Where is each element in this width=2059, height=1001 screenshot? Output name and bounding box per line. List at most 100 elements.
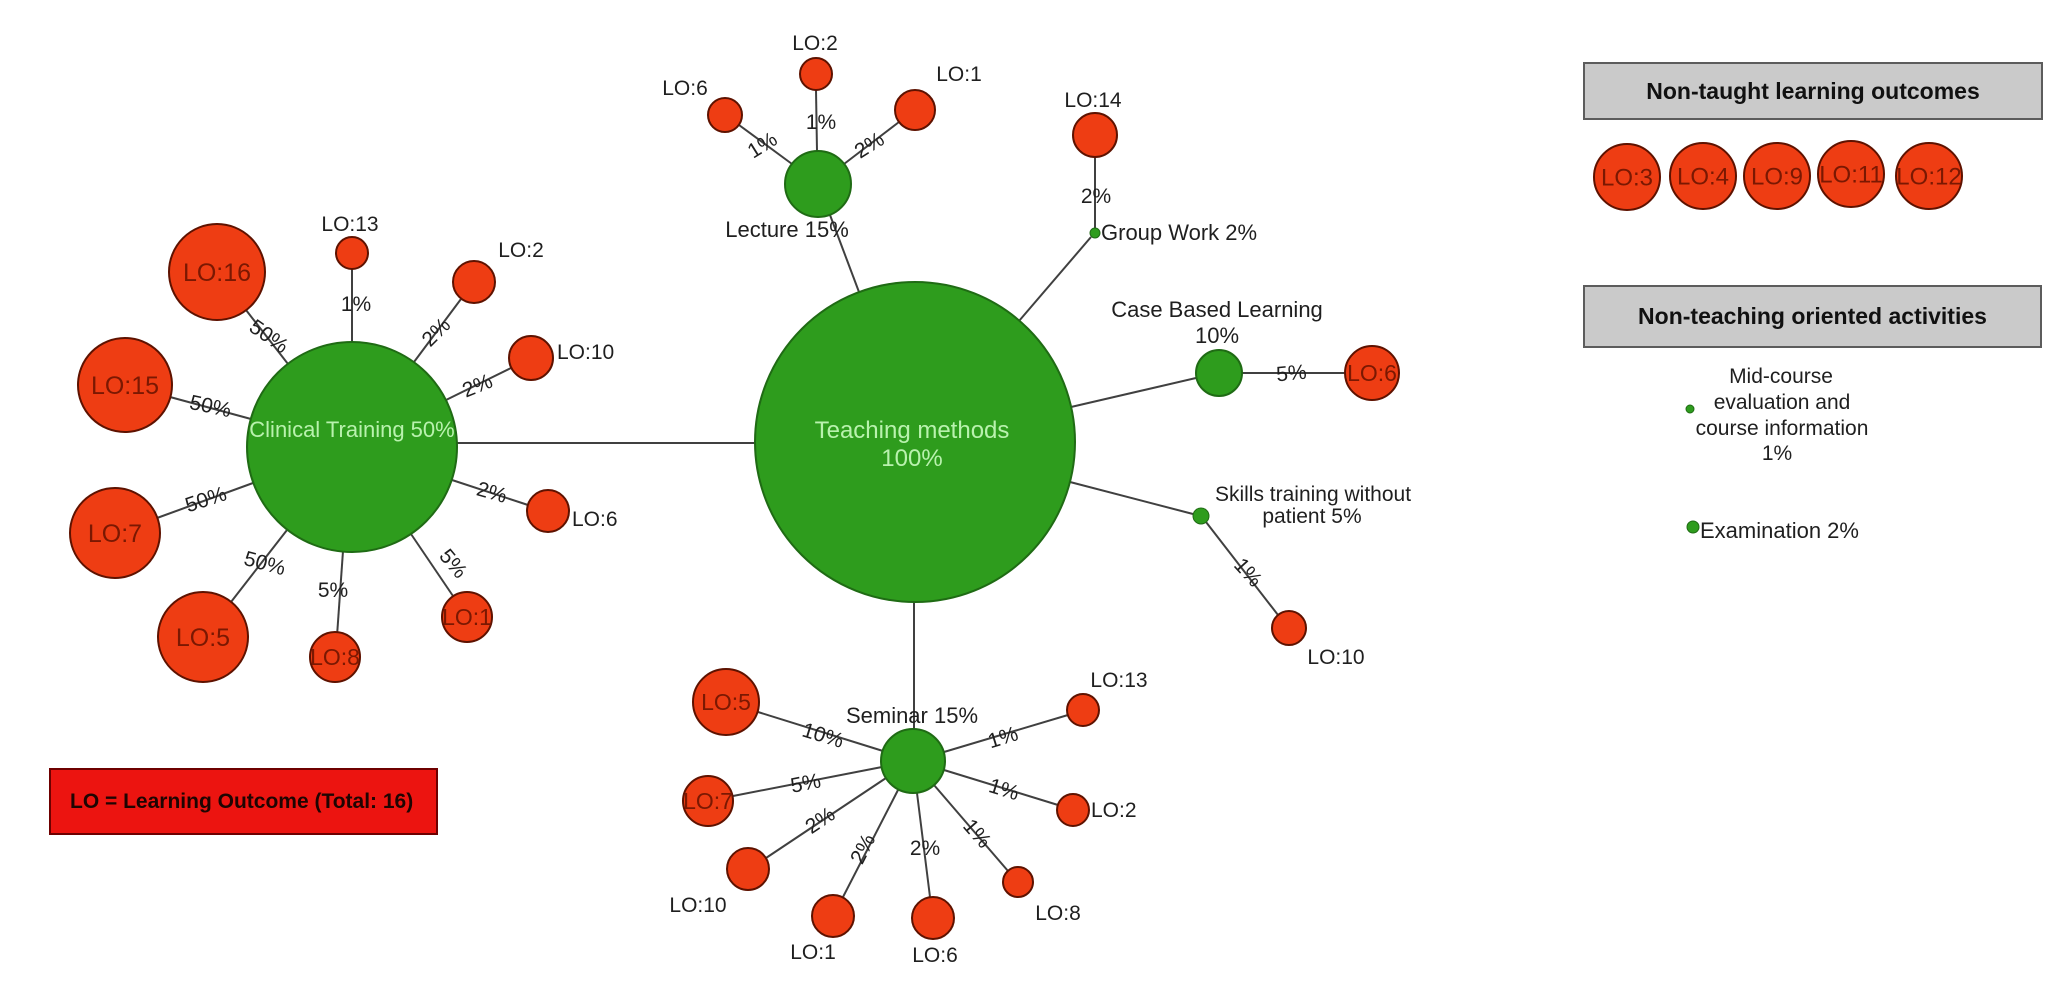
- label-clinical-lo1: LO:1: [442, 604, 492, 630]
- seminar-label: Seminar 15%: [846, 703, 978, 728]
- node-clinical-lo15: [77, 337, 173, 433]
- label-nontaught-lo9: LO:9: [1751, 163, 1803, 190]
- edge-clinical-lo8-label: 5%: [318, 579, 348, 602]
- labels-layer: 50%1%2%2%2%5%5%50%50%50%1%1%2%2%5%1%10%5…: [88, 32, 1962, 967]
- edge-clinical-lo7: [156, 482, 254, 519]
- teaching-cbl: [1070, 377, 1197, 408]
- edge-seminar-lo13-label: 1%: [985, 722, 1021, 753]
- hub-case-based-learning: [1195, 349, 1243, 397]
- edges-layer: [156, 89, 1345, 898]
- examination-label: Examination 2%: [1700, 518, 1859, 543]
- node-nontaught-lo9: [1743, 142, 1811, 210]
- label-groupwork-lo14: LO:14: [1064, 89, 1122, 112]
- edge-seminar-lo13: [943, 714, 1069, 753]
- label-clinical-lo10: LO:10: [557, 341, 614, 364]
- edge-lecture-lo6: [738, 124, 793, 165]
- label-skills-lo10: LO:10: [1307, 646, 1364, 669]
- edge-seminar-lo10: [765, 777, 887, 859]
- skills-label-line2: patient 5%: [1262, 505, 1361, 528]
- hub-lecture: [784, 150, 852, 218]
- label-lecture-lo1: LO:1: [936, 63, 982, 86]
- node-seminar-lo6: [911, 896, 955, 940]
- edge-seminar-lo10-label: 2%: [801, 803, 839, 839]
- node-seminar-lo7: [682, 775, 734, 827]
- label-seminar-lo10: LO:10: [669, 894, 726, 917]
- edge-seminar-lo8: [933, 784, 1009, 872]
- node-clinical-lo16: [168, 223, 266, 321]
- teaching-groupwork: [1018, 236, 1092, 322]
- midcourse-label-line4: 1%: [1762, 442, 1792, 465]
- hub-clinical-training: [246, 341, 458, 553]
- hub-seminar: [880, 728, 946, 794]
- node-lecture-lo6: [707, 97, 743, 133]
- label-seminar-lo1: LO:1: [790, 941, 836, 964]
- label-clinical-lo5: LO:5: [176, 624, 230, 652]
- edge-clinical-lo5-label: 50%: [241, 547, 288, 580]
- node-clinical-lo10: [508, 335, 554, 381]
- edge-seminar-lo1: [842, 789, 899, 898]
- node-seminar-lo13: [1066, 693, 1100, 727]
- edge-clinical-lo7-label: 50%: [182, 482, 229, 517]
- midcourse-label-line3: course information: [1696, 417, 1869, 440]
- midcourse-label-line2: evaluation and: [1714, 391, 1851, 414]
- edge-clinical-lo2-label: 2%: [418, 314, 456, 352]
- legend-box: LO = Learning Outcome (Total: 16): [49, 768, 438, 835]
- node-nontaught-lo11: [1817, 140, 1885, 208]
- node-lecture-lo2: [799, 57, 833, 91]
- label-nontaught-lo4: LO:4: [1677, 163, 1729, 190]
- edge-cbl-lo6-label: 5%: [1275, 361, 1307, 387]
- teaching-methods-label-line1: Teaching methods: [815, 417, 1010, 444]
- nodes-layer: [69, 57, 1963, 940]
- node-clinical-lo13: [335, 236, 369, 270]
- node-clinical-lo1: [441, 591, 493, 643]
- node-clinical-lo6: [526, 489, 570, 533]
- skills-label-line1: Skills training without: [1215, 483, 1411, 506]
- midcourse-label-line1: Mid-course: [1729, 365, 1833, 388]
- group-work-label: Group Work 2%: [1101, 220, 1257, 245]
- node-cbl-lo6: [1344, 345, 1400, 401]
- edge-clinical-lo5: [230, 529, 288, 603]
- edge-clinical-lo8: [336, 550, 344, 637]
- label-nontaught-lo3: LO:3: [1601, 164, 1653, 191]
- edge-seminar-lo7: [732, 766, 883, 797]
- teaching-methods-label-line2: 100%: [881, 445, 942, 472]
- hub-skills-training: [1192, 507, 1210, 525]
- node-clinical-lo7: [69, 487, 161, 579]
- edge-clinical-lo10: [445, 367, 512, 401]
- label-clinical-lo2: LO:2: [498, 239, 544, 262]
- hub-examination: [1686, 520, 1700, 534]
- label-clinical-lo6: LO:6: [572, 508, 618, 531]
- node-nontaught-lo4: [1669, 142, 1737, 210]
- cbl-label-line1: Case Based Learning: [1111, 297, 1323, 322]
- label-clinical-lo8: LO:8: [310, 644, 360, 670]
- label-seminar-lo8: LO:8: [1035, 902, 1081, 925]
- edge-lecture-lo2: [815, 89, 818, 152]
- activities-header-label: Non-teaching oriented activities: [1638, 303, 1987, 329]
- label-clinical-lo16: LO:16: [183, 259, 251, 287]
- edge-clinical-lo2: [413, 298, 462, 363]
- hub-teaching-methods: [754, 281, 1076, 603]
- cbl-label-line2: 10%: [1195, 323, 1239, 348]
- label-clinical-lo15: LO:15: [91, 372, 159, 400]
- node-nontaught-lo12: [1895, 142, 1963, 210]
- label-cbl-lo6: LO:6: [1347, 360, 1397, 386]
- label-lecture-lo6: LO:6: [662, 77, 708, 100]
- legend-label: LO = Learning Outcome (Total: 16): [70, 789, 414, 813]
- edge-seminar-lo6: [916, 792, 931, 898]
- label-seminar-lo6: LO:6: [912, 944, 958, 967]
- node-lecture-lo1: [894, 89, 936, 131]
- non-taught-header-label: Non-taught learning outcomes: [1646, 77, 1980, 104]
- edge-groupwork-lo14-label: 2%: [1081, 185, 1111, 208]
- edge-seminar-lo6-label: 2%: [910, 837, 940, 860]
- label-seminar-lo2: LO:2: [1091, 799, 1137, 822]
- node-skills-lo10: [1271, 610, 1307, 646]
- edge-seminar-lo7-label: 5%: [789, 769, 823, 797]
- node-nontaught-lo3: [1593, 143, 1661, 211]
- label-seminar-lo5: LO:5: [701, 689, 751, 715]
- node-seminar-lo2: [1056, 793, 1090, 827]
- node-seminar-lo5: [692, 668, 760, 736]
- node-seminar-lo8: [1002, 866, 1034, 898]
- edge-seminar-lo2-label: 1%: [986, 774, 1022, 805]
